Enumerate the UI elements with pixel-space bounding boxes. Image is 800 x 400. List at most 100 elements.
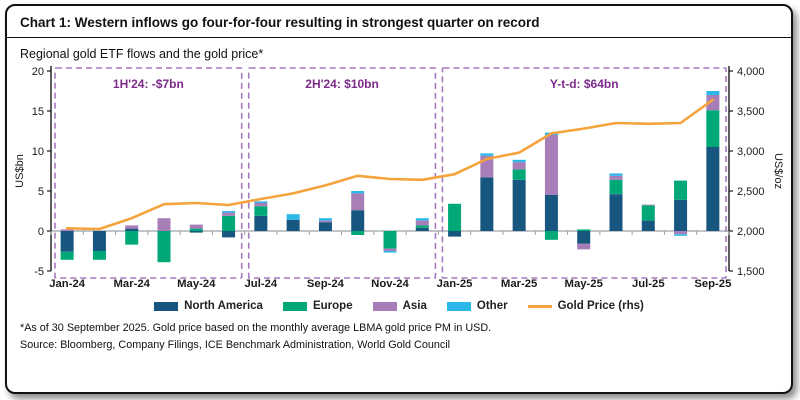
bar-segment (674, 231, 688, 235)
bar-segment (189, 231, 203, 233)
bar-segment (415, 227, 429, 231)
chart-area: 1H'24: -$7bn 2H'24: $10bn Y-t-d: $64bn 20 15… (7, 61, 791, 302)
left-axis-tick-label: 0 (38, 226, 44, 238)
annotation-label: 1H'24: -$7bn (113, 77, 184, 91)
legend-item-asia: Asia (372, 300, 427, 312)
legend-label: Asia (402, 300, 427, 312)
annotation-label: Y-t-d: $64bn (550, 77, 619, 91)
left-axis-tick-label: 15 (32, 106, 44, 118)
right-axis-tick-label: 3,000 (737, 146, 765, 158)
bar-segment (383, 231, 397, 249)
legend-item-north-america: North America (154, 300, 263, 312)
bar-segment (674, 180, 688, 200)
legend-label: Other (476, 300, 508, 312)
legend-line-swatch (527, 304, 552, 308)
bar-segment (544, 231, 558, 240)
bar-segment (415, 220, 429, 226)
footnotes: *As of 30 September 2025. Gold price bas… (7, 312, 791, 353)
bar-segment (512, 179, 526, 231)
bar-segment (286, 219, 300, 231)
bar-segment (222, 215, 236, 231)
annotation-box: 1H'24: -$7bn (54, 67, 243, 279)
left-axis-tick-label: 10 (32, 146, 44, 158)
bar-segment (641, 204, 655, 206)
bar-segment (609, 179, 623, 195)
x-axis-tick-label: May-24 (177, 278, 216, 290)
legend-color-swatch (282, 301, 307, 311)
legend-label: Europe (312, 300, 353, 312)
x-axis-tick-label: May-25 (565, 278, 603, 290)
x-axis-tick-label: Jan-24 (49, 278, 86, 290)
bar-segment (157, 231, 171, 263)
bar-segment (544, 135, 558, 195)
bar-segment (577, 243, 591, 250)
bar-segment (512, 169, 526, 180)
bar-segment (351, 193, 365, 211)
x-axis-tick-label: Mar-24 (114, 278, 151, 290)
bar-segment (512, 162, 526, 170)
bar-segment (318, 218, 332, 221)
gold-price-line (65, 98, 715, 231)
bar-segment (706, 147, 720, 231)
bar-segment (577, 231, 591, 244)
x-axis-tick-label: Mar-25 (501, 278, 537, 290)
legend-color-swatch (154, 301, 179, 311)
bar-segment (92, 251, 106, 260)
legend-item-gold-price-rhs-: Gold Price (rhs) (527, 300, 644, 312)
x-axis-tick-label: Sep-25 (694, 278, 731, 290)
bar-segment (577, 229, 591, 231)
chart-title: Chart 1: Western inflows go four-for-fou… (20, 15, 540, 30)
axes: 20 15 10 5 0 -5 4,000 3,500 3,000 2,500 2,000 1,500… (14, 66, 784, 290)
bar-segment (318, 220, 332, 223)
bar-segment (254, 206, 268, 216)
bar-segment (125, 228, 139, 231)
legend-label: North America (184, 300, 263, 312)
right-axis-title: US$/oz (772, 153, 783, 189)
bar-segment (189, 228, 203, 231)
bar-segment (480, 177, 494, 231)
bar-segment (60, 251, 74, 260)
x-axis-tick-label: Nov-24 (371, 278, 409, 290)
legend-item-europe: Europe (282, 300, 353, 312)
legend-label: Gold Price (rhs) (557, 300, 644, 312)
bar-segment (674, 199, 688, 231)
bars-layer (60, 91, 720, 263)
annotation-box: 2H'24: $10bn (247, 67, 437, 279)
bar-segment (448, 203, 462, 231)
legend-color-swatch (372, 301, 397, 311)
x-axis-tick-label: Sep-24 (307, 278, 345, 290)
legend-color-swatch (446, 301, 471, 311)
footnote-source: Source: Bloomberg, Company Filings, ICE … (20, 338, 451, 351)
left-axis-tick-label: -5 (34, 266, 44, 278)
legend: North America Europe Asia Other Gold Price (… (7, 300, 791, 312)
bar-segment (383, 251, 397, 253)
bar-segment (254, 215, 268, 231)
bar-segment (415, 218, 429, 221)
bar-segment (125, 231, 139, 245)
bar-segment (157, 218, 171, 231)
annotation-box: Y-t-d: $64bn (441, 67, 727, 279)
bar-segment (92, 231, 106, 251)
bar-segment (641, 220, 655, 231)
legend-item-other: Other (446, 300, 508, 312)
left-axis-tick-label: 20 (32, 66, 44, 78)
bar-segment (318, 222, 332, 231)
bar-segment (60, 229, 74, 231)
bar-segment (609, 194, 623, 231)
bar-segment (512, 159, 526, 163)
chart-card: Chart 1: Western inflows go four-for-fou… (5, 4, 793, 394)
chart-subtitle: Regional gold ETF flows and the gold pri… (20, 47, 264, 61)
bar-segment (674, 234, 688, 236)
bar-segment (448, 231, 462, 237)
bar-segment (609, 175, 623, 180)
right-axis-tick-label: 3,500 (737, 106, 765, 118)
bar-segment (222, 211, 236, 213)
bar-segment (222, 212, 236, 216)
right-axis-tick-label: 2,000 (737, 226, 765, 238)
bar-segment (415, 225, 429, 228)
bar-segment (480, 153, 494, 156)
bar-segment (706, 91, 720, 95)
right-axis-tick-label: 1,500 (737, 266, 765, 278)
bar-segment (351, 210, 365, 231)
x-axis-tick-label: Jan-25 (437, 278, 473, 290)
